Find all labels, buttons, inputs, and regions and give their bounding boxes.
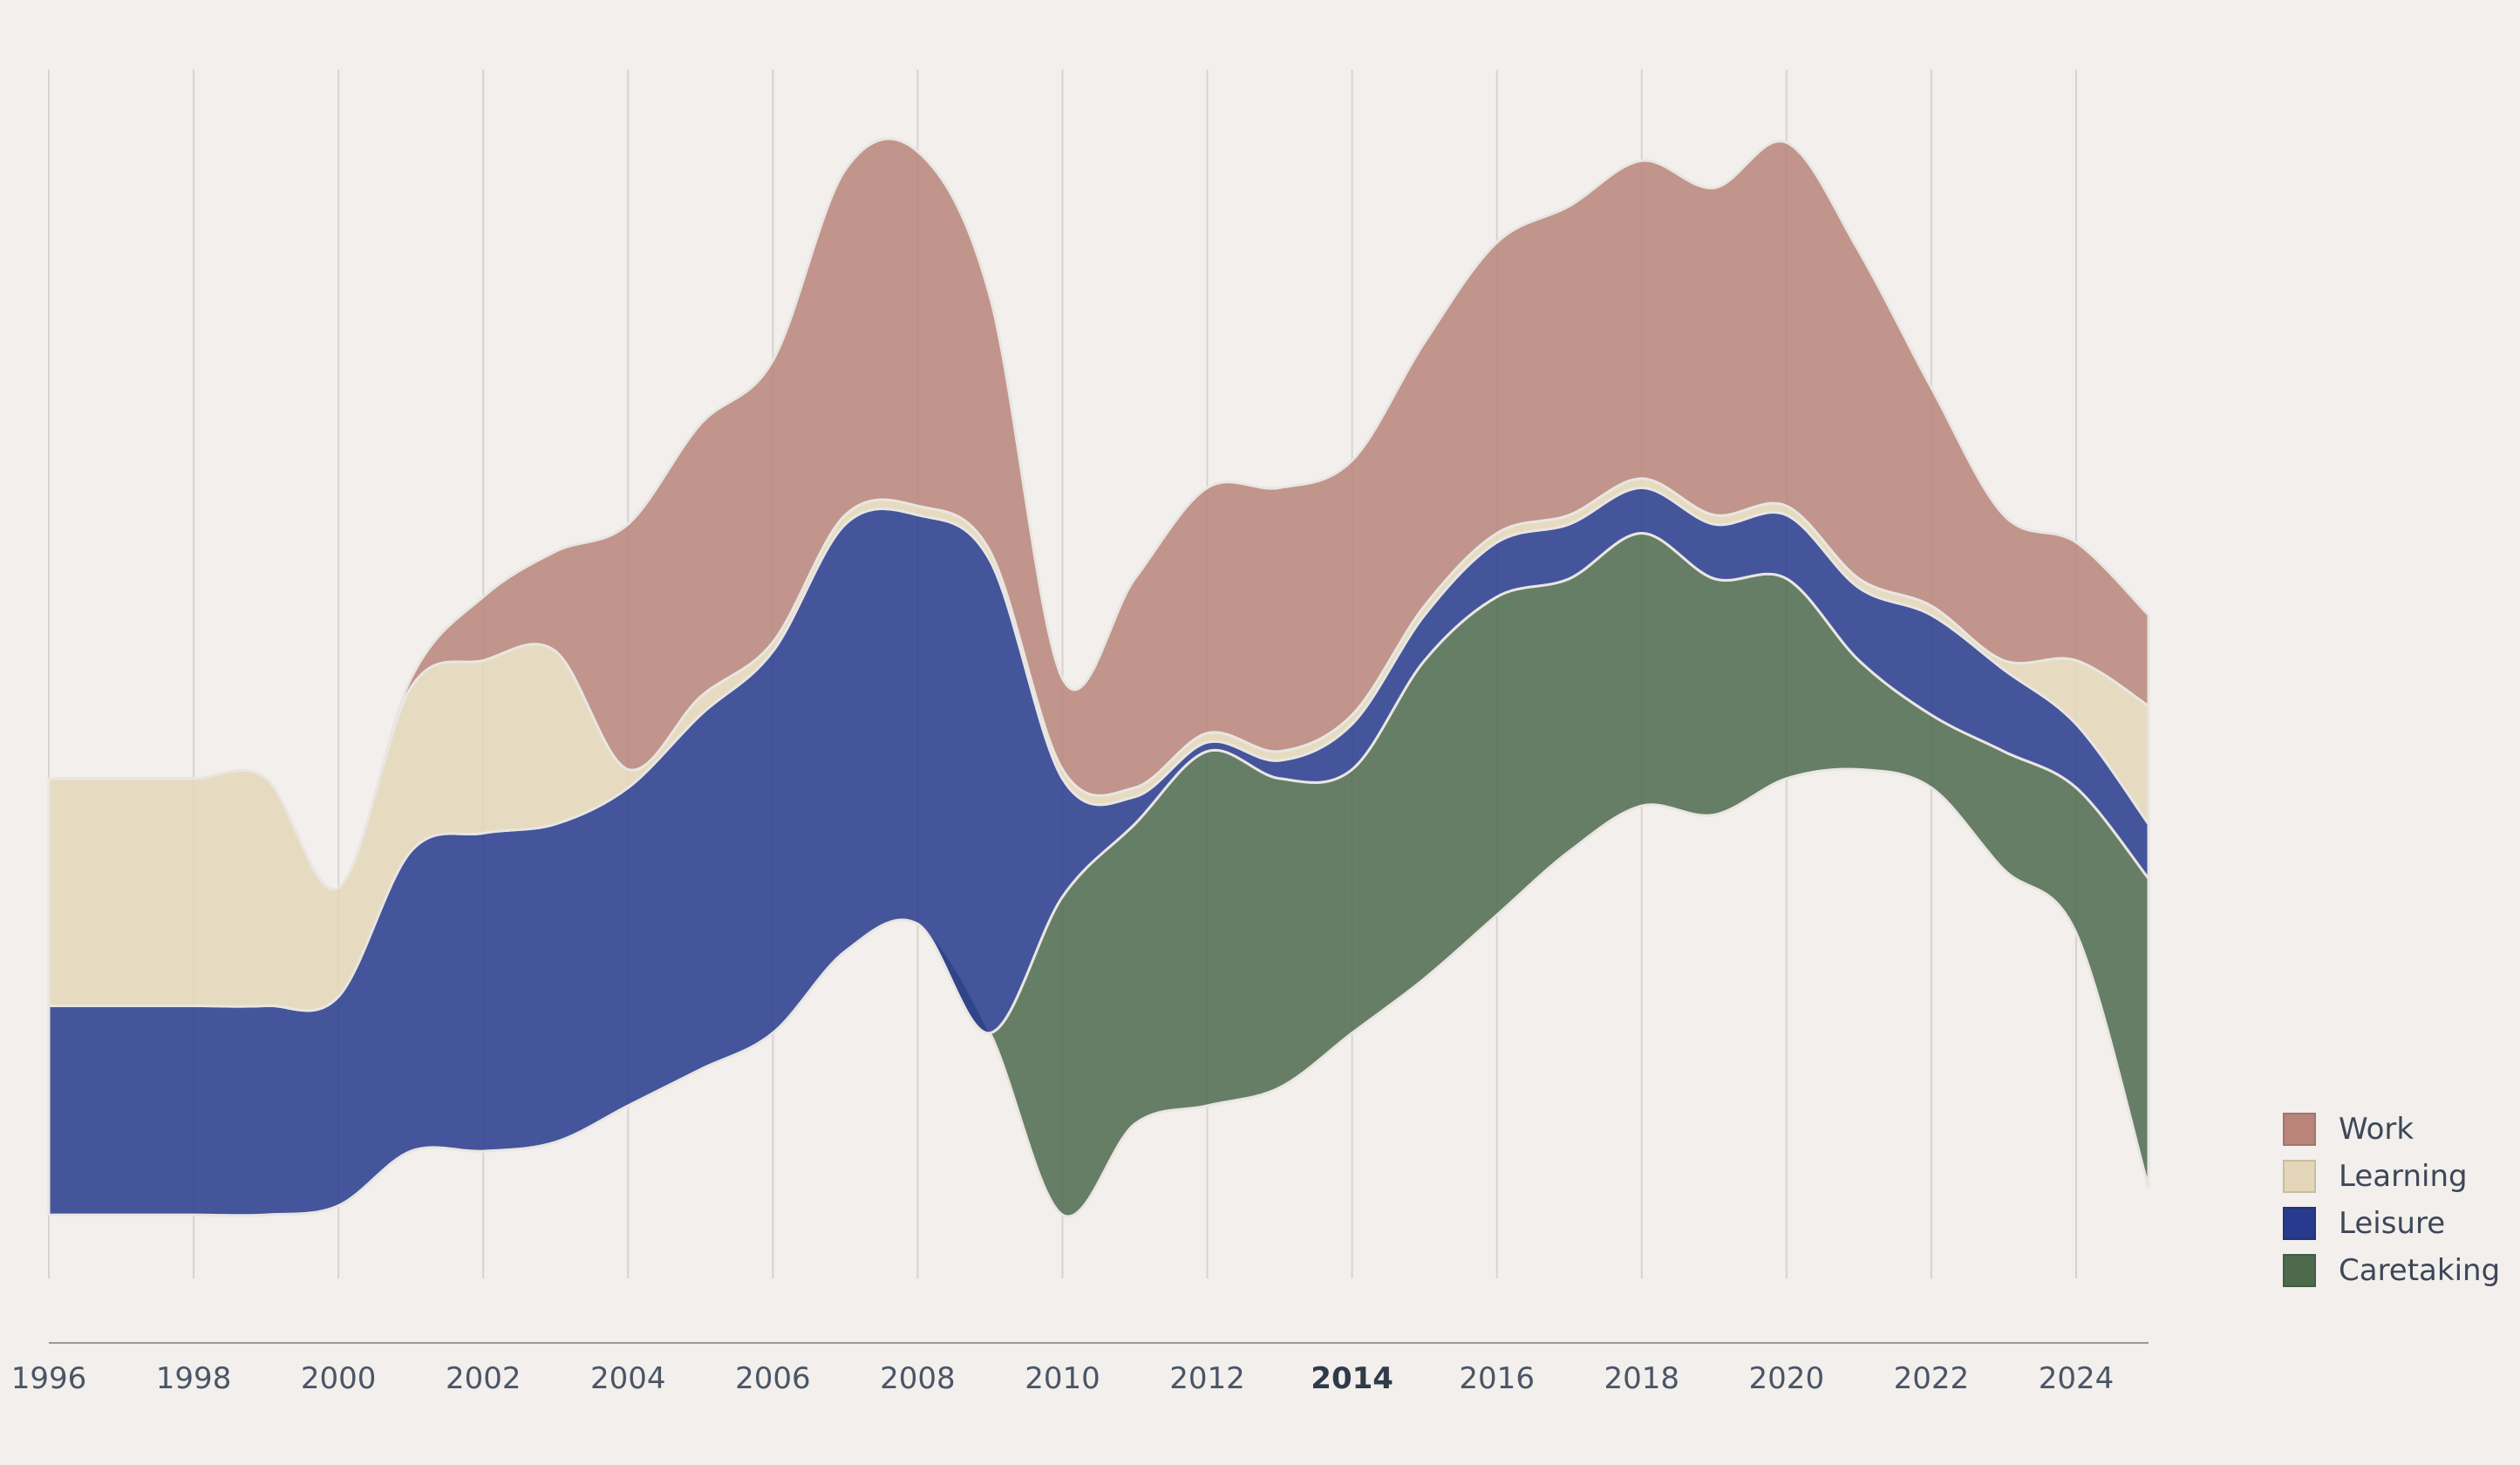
x-tick-label-2008: 2008 <box>880 1361 956 1396</box>
legend-item-leisure[interactable]: Leisure <box>2283 1200 2500 1247</box>
legend-item-learning[interactable]: Learning <box>2283 1153 2500 1200</box>
x-tick-label-2000: 2000 <box>301 1361 377 1396</box>
x-tick-label-2022: 2022 <box>1894 1361 1970 1396</box>
legend-swatch-work <box>2283 1113 2316 1146</box>
legend-item-work[interactable]: Work <box>2283 1106 2500 1153</box>
x-tick-label-2006: 2006 <box>735 1361 811 1396</box>
x-tick-label-2018: 2018 <box>1604 1361 1679 1396</box>
x-tick-label-1996: 1996 <box>11 1361 87 1396</box>
legend-item-caretaking[interactable]: Caretaking <box>2283 1247 2500 1294</box>
stream-layers <box>47 137 2150 1218</box>
x-tick-label-2014: 2014 <box>1311 1361 1393 1396</box>
legend-label-leisure: Leisure <box>2339 1206 2446 1241</box>
x-tick-label-2012: 2012 <box>1169 1361 1245 1396</box>
legend: Work Learning Leisure Caretaking <box>2283 1106 2500 1294</box>
legend-swatch-leisure <box>2283 1207 2316 1240</box>
x-tick-label-2002: 2002 <box>446 1361 521 1396</box>
x-axis-tick-labels: 1996 1998 2000 2002 2004 2006 2008 2010 2012 2014… <box>11 1361 2114 1396</box>
legend-label-work: Work <box>2339 1112 2414 1147</box>
legend-label-caretaking: Caretaking <box>2339 1253 2501 1288</box>
legend-label-learning: Learning <box>2339 1159 2468 1194</box>
stream-work <box>49 137 2150 891</box>
x-tick-label-2010: 2010 <box>1025 1361 1100 1396</box>
x-tick-label-2004: 2004 <box>590 1361 666 1396</box>
legend-swatch-learning <box>2283 1160 2316 1193</box>
x-tick-label-2016: 2016 <box>1459 1361 1535 1396</box>
legend-swatch-caretaking <box>2283 1254 2316 1287</box>
x-tick-label-1998: 1998 <box>156 1361 232 1396</box>
x-tick-label-2020: 2020 <box>1749 1361 1825 1396</box>
x-tick-label-2024: 2024 <box>2039 1361 2115 1396</box>
